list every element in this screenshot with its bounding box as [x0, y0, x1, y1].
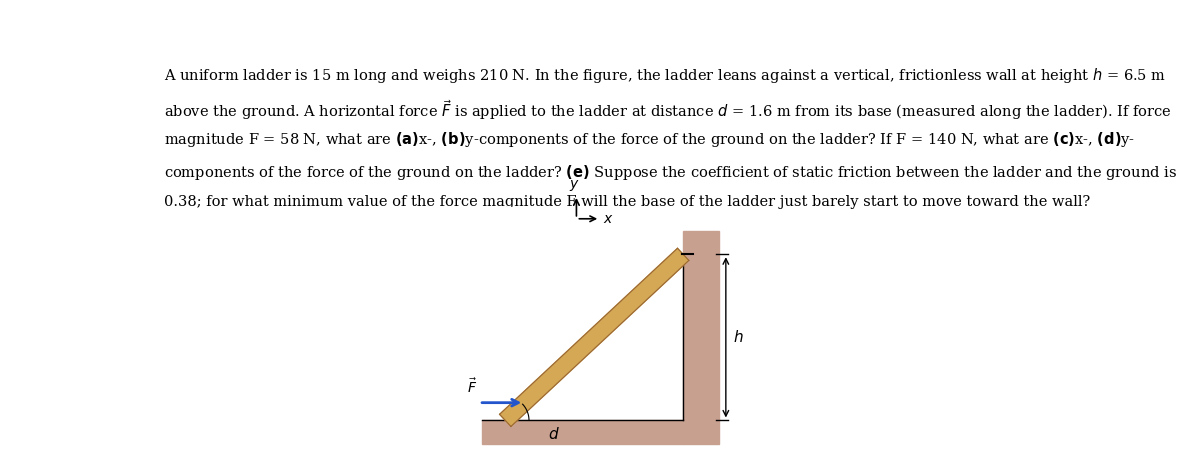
Bar [683, 231, 719, 444]
Bar [481, 420, 683, 444]
Text: $d$: $d$ [548, 426, 559, 442]
Text: $x$: $x$ [602, 212, 613, 226]
Text: 0.38; for what minimum value of the force magnitude F will the base of the ladde: 0.38; for what minimum value of the forc… [164, 195, 1091, 209]
Text: magnitude F = 58 N, what are $\mathbf{(a)}$x-, $\mathbf{(b)}$y-components of the: magnitude F = 58 N, what are $\mathbf{(a… [164, 131, 1135, 149]
Text: A uniform ladder is 15 m long and weighs 210 N. In the figure, the ladder leans : A uniform ladder is 15 m long and weighs… [164, 65, 1166, 85]
Polygon shape [499, 248, 689, 426]
Bar [481, 207, 683, 420]
Text: components of the force of the ground on the ladder? $\mathbf{(e)}$ Suppose the : components of the force of the ground on… [164, 163, 1177, 182]
Text: above the ground. A horizontal force $\vec{F}$ is applied to the ladder at dista: above the ground. A horizontal force $\v… [164, 98, 1171, 122]
Text: $\vec{F}$: $\vec{F}$ [467, 377, 476, 396]
Text: $h$: $h$ [733, 329, 744, 345]
Text: $y$: $y$ [569, 178, 580, 193]
